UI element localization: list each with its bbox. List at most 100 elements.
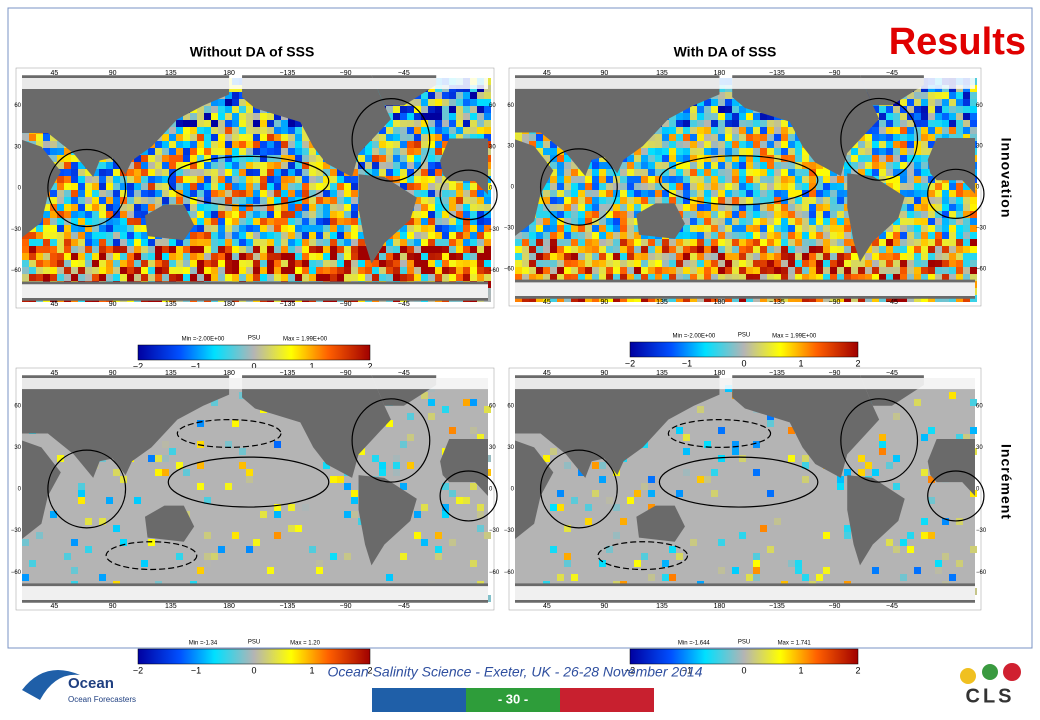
map-cell <box>900 134 907 141</box>
map-cell <box>942 113 949 120</box>
map-cell <box>900 267 907 274</box>
map-cell <box>774 176 781 183</box>
map-cell <box>64 253 71 260</box>
map-cell <box>907 267 914 274</box>
map-cell <box>197 190 204 197</box>
map-cell <box>232 162 239 169</box>
map-cell <box>830 218 837 225</box>
map-cell <box>232 113 239 120</box>
map-cell <box>71 567 78 574</box>
map-cell <box>428 190 435 197</box>
map-cell <box>225 106 232 113</box>
map-cell <box>725 197 732 204</box>
map-cell <box>211 162 218 169</box>
map-cell <box>893 169 900 176</box>
map-cell <box>564 232 571 239</box>
map-cell <box>781 148 788 155</box>
map-cell <box>225 483 232 490</box>
lat-label: −60 <box>11 268 22 274</box>
map-cell <box>414 176 421 183</box>
map-cell <box>225 246 232 253</box>
map-cell <box>683 246 690 253</box>
lon-label: 90 <box>601 70 609 77</box>
map-cell <box>99 239 106 246</box>
map-cell <box>837 218 844 225</box>
map-cell <box>585 190 592 197</box>
map-cell <box>225 127 232 134</box>
map-cell <box>71 204 78 211</box>
map-cell <box>253 204 260 211</box>
map-cell <box>106 260 113 267</box>
map-cell <box>239 232 246 239</box>
map-cell <box>71 274 78 281</box>
map-cell <box>456 204 463 211</box>
map-cell <box>183 169 190 176</box>
map-cell <box>239 99 246 106</box>
map-cell <box>428 106 435 113</box>
map-cell <box>134 169 141 176</box>
map-cell <box>928 232 935 239</box>
map-cell <box>295 225 302 232</box>
map-cell <box>886 113 893 120</box>
map-cell <box>449 127 456 134</box>
map-cell <box>550 267 557 274</box>
map-cell <box>564 211 571 218</box>
map-cell <box>760 211 767 218</box>
map-cell <box>970 190 977 197</box>
map-cell <box>543 232 550 239</box>
lon-label: 135 <box>165 301 177 308</box>
map-cell <box>963 225 970 232</box>
map-cell <box>886 120 893 127</box>
map-cell <box>267 169 274 176</box>
map-cell <box>697 127 704 134</box>
map-cell <box>239 141 246 148</box>
map-cell <box>106 267 113 274</box>
map-cell <box>246 162 253 169</box>
map-cell <box>295 134 302 141</box>
map-cell <box>71 183 78 190</box>
map-cell <box>442 267 449 274</box>
map-cell <box>774 148 781 155</box>
map-cell <box>648 246 655 253</box>
map-cell <box>92 267 99 274</box>
map-cell <box>323 176 330 183</box>
map-cell <box>662 134 669 141</box>
map-cell <box>914 169 921 176</box>
map-cell <box>393 232 400 239</box>
map-cell <box>900 127 907 134</box>
map-cell <box>141 253 148 260</box>
land <box>144 505 195 542</box>
map-cell <box>295 176 302 183</box>
map-cell <box>442 120 449 127</box>
map-cell <box>949 99 956 106</box>
map-cell <box>557 253 564 260</box>
map-cell <box>414 232 421 239</box>
lat-label: 0 <box>511 487 515 493</box>
map-cell <box>788 239 795 246</box>
map-cell <box>711 274 718 281</box>
map-cell <box>253 239 260 246</box>
map-cell <box>435 99 442 106</box>
map-cell <box>606 274 613 281</box>
map-cell <box>557 246 564 253</box>
map-cell <box>718 169 725 176</box>
map-cell <box>190 169 197 176</box>
map-cell <box>557 490 564 497</box>
map-cell <box>351 260 358 267</box>
map-cell <box>683 148 690 155</box>
map-cell <box>641 190 648 197</box>
map-cell <box>330 232 337 239</box>
map-cell <box>442 211 449 218</box>
map-cell <box>907 127 914 134</box>
map-cell <box>697 218 704 225</box>
map-cell <box>921 99 928 106</box>
map-cell <box>169 274 176 281</box>
map-cell <box>851 162 858 169</box>
map-cell <box>753 148 760 155</box>
map-cell <box>613 504 620 511</box>
map-cell <box>316 274 323 281</box>
map-cell <box>739 246 746 253</box>
map-cell <box>718 260 725 267</box>
map-cell <box>176 553 183 560</box>
map-cell <box>99 211 106 218</box>
